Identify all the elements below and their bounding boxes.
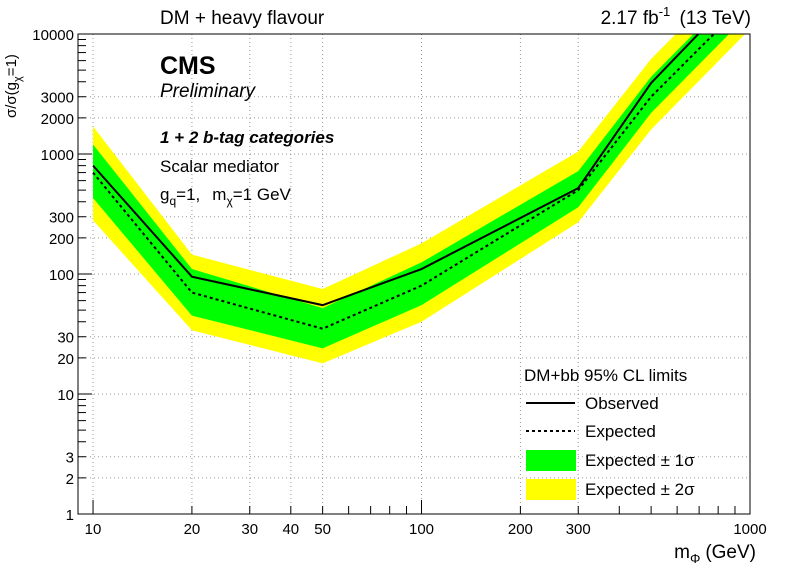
x-tick-label: 20 <box>184 521 201 538</box>
y-tick-label: 1000 <box>41 147 74 164</box>
y-tick-label: 10 <box>57 387 74 404</box>
band-1sigma <box>93 34 730 349</box>
y-tick-label: 200 <box>49 231 74 248</box>
legend: DM+bb 95% CL limits Observed Expected Ex… <box>524 366 695 500</box>
coupling-label: gq=1, mχ=1 GeV <box>160 185 292 208</box>
y-tick-label: 2 <box>66 471 74 488</box>
y-tick-label: 300 <box>49 210 74 227</box>
x-tick-label: 300 <box>566 521 591 538</box>
y-tick-label: 10000 <box>32 27 74 44</box>
lines-layer <box>92 34 716 330</box>
legend-band2-label: Expected ± 2σ <box>585 480 695 499</box>
legend-expected-label: Expected <box>585 422 656 441</box>
x-tick-label: 100 <box>409 521 434 538</box>
y-tick-label: 100 <box>49 267 74 284</box>
observed-line <box>92 34 700 307</box>
y-tick-label: 30 <box>57 330 74 347</box>
y-tick-label: 1 <box>66 507 74 524</box>
legend-title: DM+bb 95% CL limits <box>524 366 687 385</box>
y-tick-label: 2000 <box>41 111 74 128</box>
preliminary-label: Preliminary <box>160 81 257 102</box>
legend-observed-label: Observed <box>585 394 659 413</box>
expected-line <box>92 34 716 330</box>
header-left: DM + heavy flavour <box>160 8 325 29</box>
category-label: 1 + 2 b-tag categories <box>160 128 334 147</box>
x-tick-label: 30 <box>241 521 258 538</box>
y-tick-label: 20 <box>57 351 74 368</box>
x-tick-label: 1000 <box>733 521 766 538</box>
x-axis-title: mΦ (GeV) <box>674 542 756 566</box>
x-tick-label: 40 <box>282 521 299 538</box>
bands-layer <box>93 34 746 364</box>
x-tick-label: 10 <box>85 521 102 538</box>
y-tick-label: 3000 <box>41 90 74 107</box>
x-tick-label: 200 <box>508 521 533 538</box>
mediator-label: Scalar mediator <box>160 157 279 176</box>
legend-band1-label: Expected ± 1σ <box>585 451 695 470</box>
legend-band2-swatch <box>526 479 576 500</box>
cms-label: CMS <box>160 52 216 80</box>
x-tick-label: 50 <box>314 521 331 538</box>
y-axis-title: σ/σ(gχ=1) <box>3 54 24 118</box>
y-tick-label: 3 <box>66 450 74 467</box>
y-axis-ticks: 1 2 3 10 20 30 100 200 300 1000 2000 3000 10000 <box>32 27 92 524</box>
x-axis-ticks: 10 20 30 40 50 100 200 300 1000 <box>77 500 767 538</box>
header-right: 2.17 fb-1 (13 TeV) <box>601 4 751 29</box>
legend-band1-swatch <box>526 450 576 471</box>
band-2sigma <box>93 34 746 364</box>
